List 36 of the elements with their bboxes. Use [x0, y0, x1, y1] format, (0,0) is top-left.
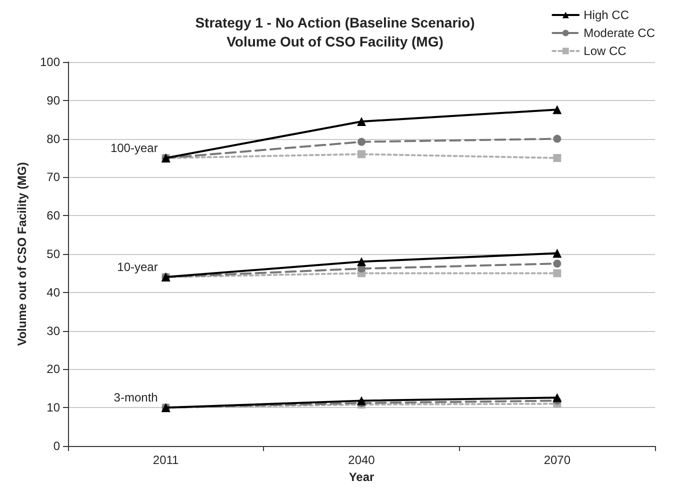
point — [358, 150, 366, 158]
legend-label: High CC — [584, 8, 630, 22]
y-tick-label: 30 — [46, 324, 60, 338]
y-tick-label: 0 — [53, 439, 60, 453]
y-tick-label: 90 — [46, 93, 60, 108]
y-tick-label: 40 — [46, 285, 60, 300]
y-tick-label: 70 — [46, 170, 60, 184]
legend-label: Low CC — [584, 44, 627, 58]
chart-title: Strategy 1 - No Action (Baseline Scenario) — [195, 14, 475, 30]
point — [358, 138, 366, 146]
point — [552, 393, 562, 402]
annotation: 3-month — [114, 390, 158, 405]
y-tick-label: 80 — [46, 132, 60, 146]
y-tick-label: 10 — [46, 400, 60, 415]
point — [357, 257, 366, 266]
x-tick-label: 2040 — [348, 453, 376, 467]
point — [553, 260, 562, 268]
x-tick-label: 2070 — [544, 453, 571, 467]
x-tick-label: 2011 — [152, 453, 180, 467]
x-axis-title: Year — [348, 470, 375, 484]
point — [552, 248, 562, 258]
y-axis-title: Volume out of CSO Facility (MG) — [15, 162, 29, 346]
annotation: 10-year — [117, 260, 158, 274]
point — [553, 154, 562, 162]
y-tick-label: 100 — [40, 55, 60, 69]
y-tick-label: 60 — [46, 208, 60, 223]
point — [357, 117, 366, 126]
point — [357, 396, 366, 406]
point — [553, 134, 562, 143]
annotation: 100-year — [110, 141, 158, 155]
point — [553, 269, 562, 278]
y-tick-label: 20 — [46, 362, 60, 376]
y-tick-label: 50 — [46, 247, 60, 261]
point — [552, 105, 562, 114]
chart-subtitle: Volume Out of CSO Facility (MG) — [226, 34, 444, 50]
legend-label: Moderate CC — [584, 26, 656, 40]
